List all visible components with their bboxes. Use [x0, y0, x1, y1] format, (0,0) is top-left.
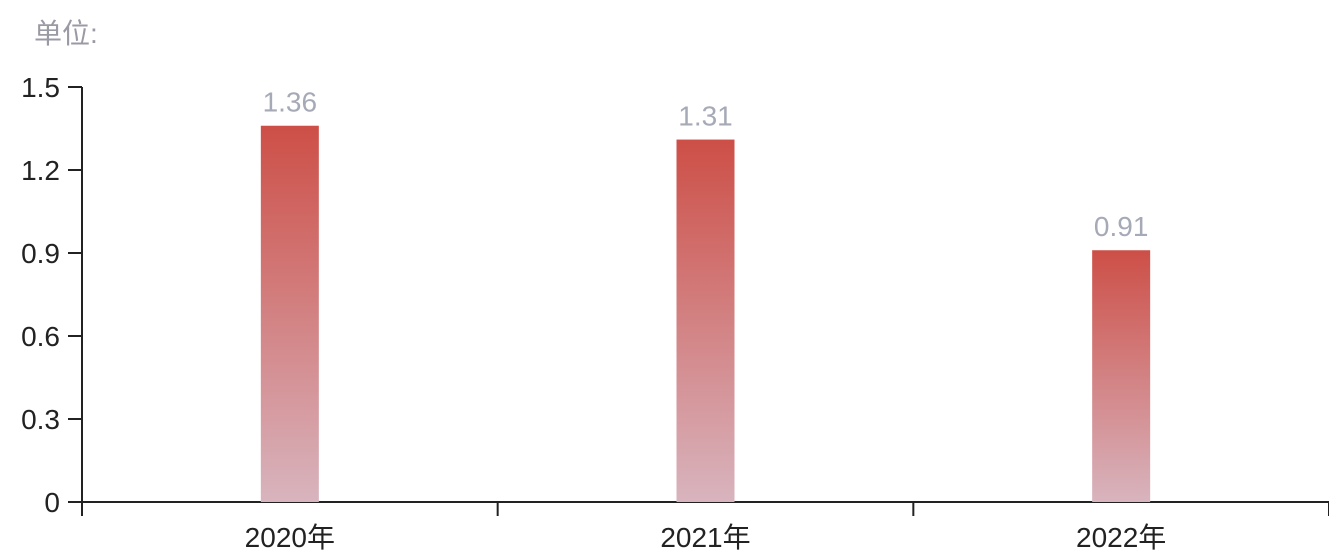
bar [676, 139, 735, 503]
bar [260, 125, 319, 502]
x-category-label: 2022年 [1076, 522, 1166, 553]
data-label: 0.91 [1094, 211, 1149, 242]
y-tick-label: 1.2 [21, 155, 60, 186]
x-category-label: 2020年 [245, 522, 335, 553]
y-tick-label: 0.9 [21, 238, 60, 269]
unit-label: 单位: [34, 18, 98, 49]
y-tick-label: 1.5 [21, 72, 60, 103]
data-label: 1.31 [678, 101, 733, 132]
y-tick-label: 0.3 [21, 404, 60, 435]
data-label: 1.36 [263, 87, 318, 118]
y-tick-label: 0 [44, 487, 60, 518]
bar [1092, 250, 1151, 502]
y-tick-label: 0.6 [21, 321, 60, 352]
x-category-label: 2021年 [660, 522, 750, 553]
